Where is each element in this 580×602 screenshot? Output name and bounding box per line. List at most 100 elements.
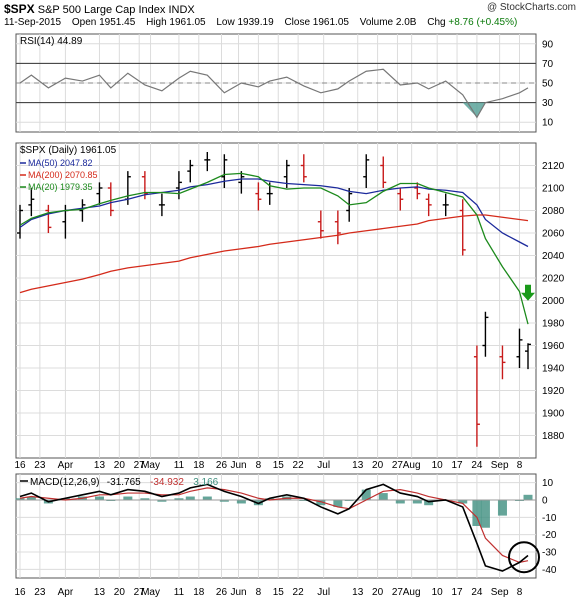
macd-tick-label: -30: [542, 548, 557, 559]
macd-histogram-bar: [316, 500, 326, 506]
macd-histogram-bar: [497, 500, 507, 516]
x-axis-label: Apr: [58, 460, 74, 471]
price-tick-label: 2040: [542, 251, 565, 262]
high-value: 1961.05: [169, 17, 206, 28]
ma20-line: [19, 172, 529, 325]
x-axis-label: 10: [432, 460, 444, 471]
price-tick-label: 2020: [542, 274, 565, 285]
price-tick-label: 1900: [542, 409, 565, 420]
macd-histogram-bar: [395, 500, 405, 504]
x-axis-label: 18: [193, 460, 205, 471]
price-tick-label: 1880: [542, 431, 565, 442]
x-axis-label: 23: [34, 460, 46, 471]
x-axis-label: Jul: [317, 460, 330, 471]
x-axis-label: 8: [256, 460, 262, 471]
x-axis-label: Sep: [491, 587, 509, 598]
chart-header: $SPX S&P 500 Large Cap Index INDX @ Stoc…: [4, 2, 576, 16]
x-axis-label: 22: [293, 460, 305, 471]
close-label: Close: [284, 17, 311, 28]
macd-histogram-bar: [378, 493, 388, 500]
macd-panel-frame: [15, 473, 537, 579]
rsi-tick-label: 70: [542, 59, 554, 70]
open-value: 1951.45: [99, 17, 136, 28]
crossover-circle-annotation: [508, 541, 540, 574]
macd-histogram-bar: [472, 500, 482, 526]
x-axis-label: May: [141, 587, 160, 598]
x-axis-label: 11: [174, 587, 185, 598]
rsi-tick-label: 50: [542, 79, 554, 90]
quote-date: 11-Sep-2015: [4, 17, 62, 28]
x-axis-label: 23: [34, 587, 46, 598]
macd-histogram-bar: [236, 500, 246, 504]
macd-histogram-bar: [94, 496, 104, 500]
macd-histogram-bar: [424, 500, 434, 506]
macd-histogram-bar: [157, 500, 167, 502]
index-name: S&P 500 Large Cap Index: [37, 4, 166, 16]
chg-value: +8.76 (+0.45%): [448, 17, 518, 28]
x-axis-label: 15: [273, 460, 285, 471]
x-axis-label: 11: [174, 460, 185, 471]
macd-histogram-bar: [185, 496, 195, 500]
price-tick-label: 1920: [542, 386, 565, 397]
x-axis-label: 13: [94, 587, 106, 598]
price-tick-label: 2060: [542, 229, 565, 240]
open-label: Open: [71, 17, 97, 28]
macd-histogram-bar: [219, 500, 229, 502]
x-axis-label: 26: [216, 587, 228, 598]
macd-tick-label: -10: [542, 513, 557, 524]
ma200-line: [19, 214, 529, 294]
rsi-tick-label: 90: [542, 39, 554, 50]
x-axis-label: Aug: [403, 460, 421, 471]
macd-legend-signal: -34.932: [150, 477, 184, 488]
exchange: INDX: [168, 4, 195, 16]
price-tick-label: 2120: [542, 161, 565, 172]
macd-histogram-bar: [26, 496, 36, 500]
macd-legend-macd: -31.765: [107, 477, 141, 488]
macd-histogram-bar: [480, 500, 490, 528]
price-legend-ma200-line: MA(200) 2070.85: [28, 170, 98, 180]
macd-histogram-bar: [361, 489, 371, 500]
x-axis-label: 15: [273, 587, 285, 598]
macd-histogram-bar: [140, 498, 150, 500]
x-axis-label: 24: [471, 587, 483, 598]
volume-value: 2.0B: [395, 17, 417, 28]
x-axis-label: 27: [392, 460, 404, 471]
x-axis-label: Jun: [230, 460, 246, 471]
macd-tick-label: -20: [542, 530, 557, 541]
green-down-arrow: [521, 284, 535, 301]
x-axis-label: 20: [372, 460, 384, 471]
x-axis-label: 16: [14, 460, 26, 471]
macd-legend-hist: 3.166: [193, 477, 218, 488]
ma50-line: [19, 178, 529, 248]
macd-histogram-bar: [412, 500, 422, 504]
macd-histogram-bar: [60, 498, 70, 500]
x-axis-label: 13: [352, 587, 364, 598]
x-axis-label: Jul: [317, 587, 330, 598]
macd-signal-line: [19, 487, 529, 564]
price-tick-label: 2000: [542, 296, 565, 307]
macd-tick-label: 10: [542, 478, 554, 489]
volume-label: Volume: [359, 17, 394, 28]
x-axis-label: 20: [114, 460, 126, 471]
macd-tick-label: 0: [542, 496, 548, 507]
x-axis-label: 17: [451, 460, 463, 471]
macd-histogram-bar: [523, 494, 533, 500]
macd-tick-label: -40: [542, 565, 557, 576]
price-legend-ma20-line: MA(20) 1979.35: [28, 182, 93, 192]
watermark: @ StockCharts.com: [486, 2, 576, 13]
x-axis-label: 13: [94, 460, 106, 471]
x-axis-label: 27: [134, 587, 146, 598]
x-axis-label: Sep: [491, 460, 509, 471]
price-tick-label: 1980: [542, 319, 565, 330]
macd-histogram-bar: [202, 496, 212, 500]
price-tick-label: 1960: [542, 341, 565, 352]
x-axis-label: 26: [216, 460, 228, 471]
chg-label: Chg: [427, 17, 446, 28]
symbol: $SPX: [4, 2, 35, 16]
rsi-tick-label: 10: [542, 118, 554, 129]
macd-histogram-bar: [123, 496, 133, 500]
x-axis-label: Jun: [230, 587, 246, 598]
low-label: Low: [216, 17, 235, 28]
x-axis-label: Aug: [403, 587, 421, 598]
